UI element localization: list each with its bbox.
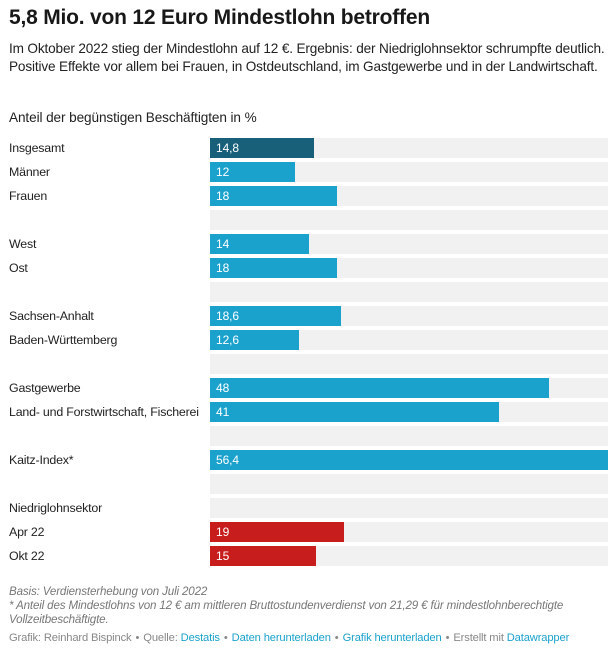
byline: Grafik: Reinhard Bispinck • Quelle: Destat… (9, 632, 569, 644)
download-data-link[interactable]: Daten herunterladen (231, 632, 331, 644)
bar-value-label: 41 (216, 405, 230, 419)
note-basis: Basis: Verdiensterhebung von Juli 2022 (9, 585, 208, 598)
bar-value-label: 56,4 (216, 453, 239, 467)
bar-track (210, 426, 608, 446)
bar-label: Niedriglohnsektor (9, 501, 103, 515)
bar-value-label: 18,6 (216, 309, 239, 323)
bar-value-label: 12,6 (216, 333, 239, 347)
bar-value-label: 12 (216, 165, 230, 179)
source-label: Quelle: (143, 632, 178, 644)
bar-track (210, 354, 608, 374)
bar-track (210, 498, 608, 518)
bar (210, 186, 337, 206)
chart-description: Im Oktober 2022 stieg der Mindestlohn au… (9, 41, 605, 74)
bar (210, 162, 295, 182)
bar (210, 378, 549, 398)
separator: • (223, 632, 228, 644)
bar-value-label: 18 (216, 261, 230, 275)
bar-value-label: 15 (216, 549, 230, 563)
download-chart-link[interactable]: Grafik herunterladen (342, 632, 442, 644)
bar (210, 306, 341, 326)
made-with-text: Erstellt mit (453, 632, 504, 644)
bar-value-label: 14 (216, 237, 230, 251)
bar-label: Apr 22 (9, 525, 45, 539)
bar-value-label: 48 (216, 381, 230, 395)
source-link[interactable]: Destatis (180, 632, 220, 644)
bar-track (210, 162, 608, 182)
separator: • (135, 632, 140, 644)
bar-label: Insgesamt (9, 141, 65, 155)
bar (210, 234, 309, 254)
bar-track (210, 330, 608, 350)
bar (210, 402, 499, 422)
bar-label: Gastgewerbe (9, 381, 81, 395)
bar-label: West (9, 237, 37, 251)
bar (210, 138, 314, 158)
credit-text: Grafik: Reinhard Bispinck (9, 632, 132, 644)
note-kaitz: * Anteil des Mindestlohns von 12 € am mi… (9, 599, 564, 626)
bar-label: Männer (9, 165, 50, 179)
bar (210, 450, 608, 470)
bar-value-label: 18 (216, 189, 230, 203)
bar (210, 330, 299, 350)
bar-track (210, 282, 608, 302)
bar-label: Sachsen-Anhalt (9, 309, 94, 323)
chart-notes: Basis: Verdiensterhebung von Juli 2022 *… (9, 585, 609, 627)
datawrapper-link[interactable]: Datawrapper (506, 632, 570, 644)
bar (210, 258, 337, 278)
bar-value-label: 14,8 (216, 141, 239, 155)
bar (210, 546, 316, 566)
bar-track (210, 474, 608, 494)
separator: • (334, 632, 339, 644)
bar-label: Land- und Forstwirtschaft, Fischerei (9, 405, 199, 419)
bar-label: Okt 22 (9, 549, 45, 563)
bar-track (210, 210, 608, 230)
bar-label: Kaitz-Index* (9, 453, 74, 467)
bar-label: Ost (9, 261, 28, 275)
bar-label: Baden-Württemberg (9, 333, 118, 347)
bar-value-label: 19 (216, 525, 230, 539)
bar (210, 522, 344, 542)
bar-label: Frauen (9, 189, 48, 203)
chart-title: 5,8 Mio. von 12 Euro Mindestlohn betroff… (9, 6, 430, 29)
chart-subtitle: Anteil der begünstigen Beschäftigten in … (9, 110, 257, 125)
separator: • (445, 632, 450, 644)
bar-track (210, 234, 608, 254)
